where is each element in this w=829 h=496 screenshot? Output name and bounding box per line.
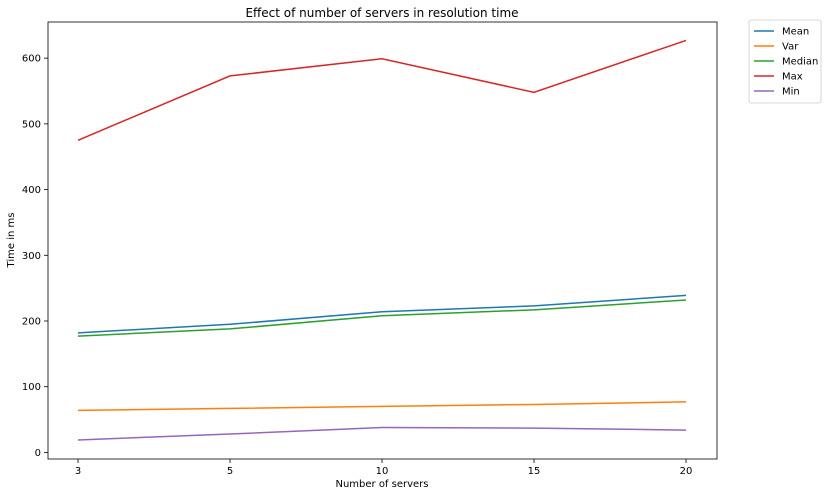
y-tick-label: 600 xyxy=(22,54,41,65)
plot-frame xyxy=(47,21,718,460)
legend-label-mean: Mean xyxy=(782,27,809,38)
y-axis-label: Time in ms xyxy=(6,213,17,269)
x-axis-label: Number of servers xyxy=(335,479,428,490)
legend-label-min: Min xyxy=(782,87,800,98)
x-tick-label: 3 xyxy=(75,466,81,477)
chart-title: Effect of number of servers in resolutio… xyxy=(245,6,518,20)
legend-box xyxy=(748,19,822,104)
x-tick-label: 5 xyxy=(227,466,233,477)
series-line-min xyxy=(77,426,687,441)
x-tick-label: 10 xyxy=(376,466,389,477)
series-line-max xyxy=(77,39,687,141)
series-line-var xyxy=(77,401,687,412)
legend-label-var: Var xyxy=(782,42,799,53)
legend-label-max: Max xyxy=(782,72,803,83)
plot-area xyxy=(47,21,718,460)
x-tick-label: 15 xyxy=(528,466,541,477)
series-line-mean xyxy=(77,294,687,334)
x-axis: 3 5 10 15 20 xyxy=(75,459,693,477)
y-tick-label: 400 xyxy=(22,185,41,196)
series-line-median xyxy=(77,299,687,337)
legend: Mean Var Median Max Min xyxy=(748,19,822,104)
y-tick-label: 0 xyxy=(35,448,41,459)
y-axis: 0 100 200 300 400 500 600 xyxy=(22,54,48,459)
y-tick-label: 100 xyxy=(22,382,41,393)
y-tick-label: 200 xyxy=(22,317,41,328)
y-tick-label: 500 xyxy=(22,119,41,130)
x-tick-label: 20 xyxy=(680,466,693,477)
y-tick-label: 300 xyxy=(22,251,41,262)
legend-label-median: Median xyxy=(782,57,818,68)
series-lines xyxy=(77,39,687,441)
